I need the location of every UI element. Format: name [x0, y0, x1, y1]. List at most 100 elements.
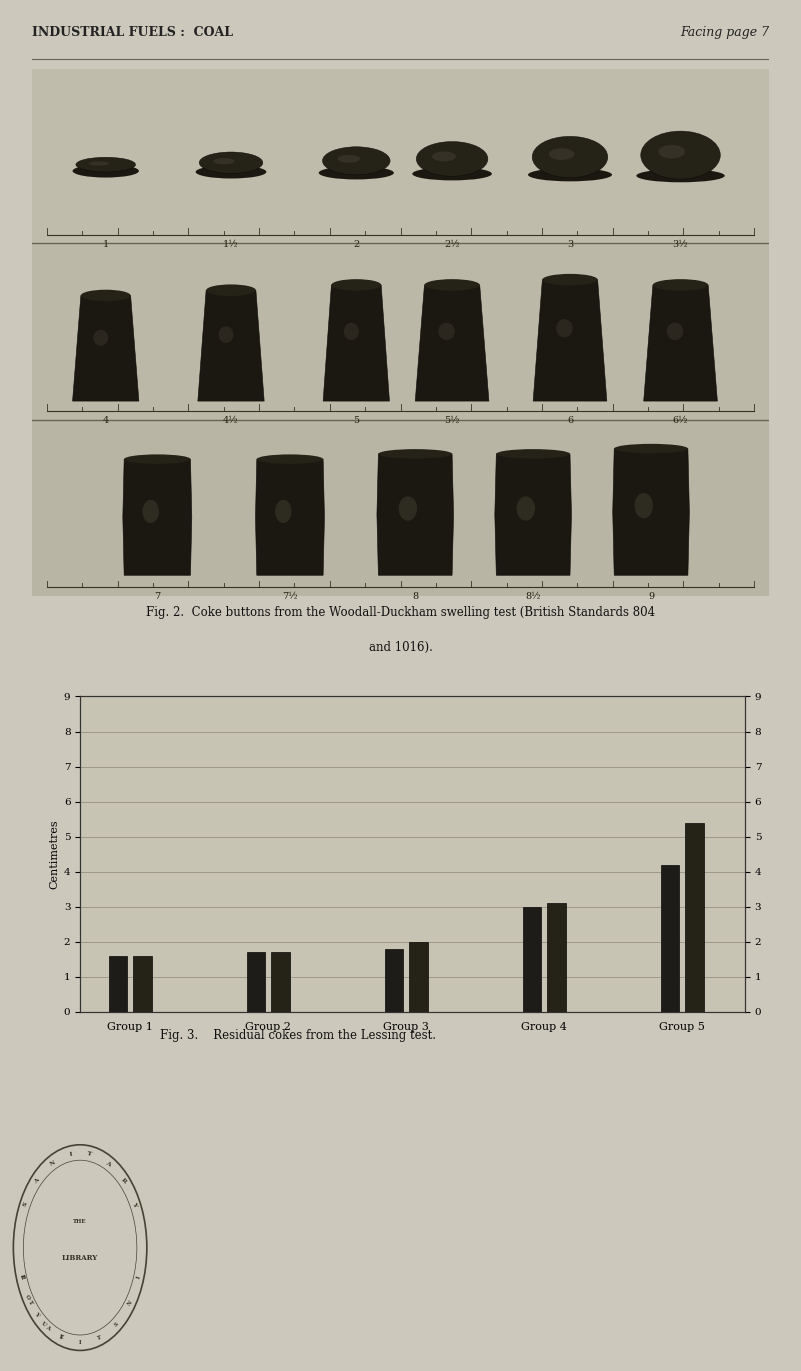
Ellipse shape: [636, 169, 725, 182]
Text: S: S: [22, 1201, 29, 1208]
Ellipse shape: [517, 496, 535, 521]
Text: 4: 4: [103, 415, 109, 425]
Text: 2½: 2½: [445, 240, 460, 250]
Ellipse shape: [433, 151, 456, 162]
Text: 6½: 6½: [673, 415, 688, 425]
Ellipse shape: [76, 158, 135, 171]
Text: 3: 3: [567, 240, 574, 250]
Ellipse shape: [614, 444, 688, 454]
Bar: [409, 942, 428, 1012]
Text: Y: Y: [34, 1311, 40, 1318]
Text: THE: THE: [74, 1219, 87, 1224]
Text: A: A: [33, 1178, 40, 1185]
Ellipse shape: [532, 136, 608, 178]
Text: 7: 7: [154, 592, 160, 600]
Ellipse shape: [332, 280, 381, 291]
Ellipse shape: [206, 284, 256, 296]
Polygon shape: [644, 285, 718, 402]
Ellipse shape: [549, 148, 574, 160]
Text: R: R: [120, 1178, 127, 1185]
Text: 5½: 5½: [445, 415, 460, 425]
Ellipse shape: [399, 496, 417, 521]
Polygon shape: [323, 285, 389, 402]
Ellipse shape: [199, 152, 263, 173]
Text: Fig. 2.  Coke buttons from the Woodall-Duckham swelling test (British Standards : Fig. 2. Coke buttons from the Woodall-Du…: [146, 606, 655, 620]
Text: 1½: 1½: [223, 240, 239, 250]
Bar: [247, 953, 265, 1012]
Ellipse shape: [143, 500, 159, 522]
Text: 3½: 3½: [673, 240, 688, 250]
Bar: [685, 823, 704, 1012]
Ellipse shape: [413, 167, 492, 181]
FancyBboxPatch shape: [32, 69, 769, 243]
Ellipse shape: [73, 165, 139, 178]
Text: L: L: [58, 1334, 64, 1341]
Ellipse shape: [528, 169, 612, 181]
Text: T: T: [27, 1300, 34, 1307]
Ellipse shape: [438, 322, 455, 340]
Ellipse shape: [219, 326, 234, 343]
Text: and 1016).: and 1016).: [368, 640, 433, 654]
Text: R: R: [18, 1274, 25, 1279]
Text: N: N: [127, 1300, 133, 1307]
Bar: [522, 906, 541, 1012]
Y-axis label: Centimetres: Centimetres: [50, 820, 59, 888]
Ellipse shape: [323, 147, 390, 175]
Text: 5: 5: [353, 415, 360, 425]
Ellipse shape: [556, 319, 573, 337]
Ellipse shape: [497, 450, 570, 459]
Text: Y: Y: [131, 1201, 138, 1208]
Bar: [547, 903, 566, 1012]
Polygon shape: [73, 296, 139, 402]
Ellipse shape: [425, 280, 480, 291]
Polygon shape: [256, 459, 324, 576]
Polygon shape: [123, 459, 191, 576]
Ellipse shape: [337, 155, 360, 163]
Ellipse shape: [257, 454, 323, 463]
Ellipse shape: [653, 280, 708, 291]
Ellipse shape: [319, 166, 394, 180]
Ellipse shape: [658, 145, 685, 159]
Text: 8: 8: [413, 592, 418, 600]
Text: I: I: [135, 1275, 141, 1279]
Ellipse shape: [641, 132, 720, 180]
Ellipse shape: [195, 166, 267, 178]
Text: INDUSTRIAL FUELS :  COAL: INDUSTRIAL FUELS : COAL: [32, 26, 233, 40]
Bar: [133, 956, 152, 1012]
Ellipse shape: [542, 274, 598, 285]
Text: 1: 1: [103, 240, 109, 250]
Text: E: E: [18, 1274, 25, 1279]
Polygon shape: [495, 454, 571, 576]
Ellipse shape: [213, 158, 235, 165]
Polygon shape: [198, 291, 264, 402]
Ellipse shape: [417, 141, 488, 177]
Text: I: I: [78, 1339, 82, 1345]
Text: S: S: [113, 1320, 119, 1327]
Text: U: U: [41, 1320, 47, 1327]
Text: O: O: [24, 1294, 31, 1301]
Text: 2: 2: [353, 240, 360, 250]
Bar: [661, 865, 679, 1012]
Text: 6: 6: [567, 415, 573, 425]
Ellipse shape: [81, 289, 131, 302]
Ellipse shape: [275, 500, 292, 522]
Bar: [384, 949, 404, 1012]
Text: 9: 9: [648, 592, 654, 600]
FancyBboxPatch shape: [32, 243, 769, 420]
Text: Fig. 3.    Residual cokes from the Lessing test.: Fig. 3. Residual cokes from the Lessing …: [160, 1030, 437, 1042]
Ellipse shape: [344, 322, 359, 340]
Polygon shape: [533, 280, 607, 402]
Text: T: T: [87, 1152, 92, 1157]
Polygon shape: [377, 454, 453, 576]
FancyBboxPatch shape: [32, 420, 769, 596]
Ellipse shape: [124, 454, 191, 463]
Text: I: I: [69, 1152, 72, 1157]
Text: T: T: [96, 1334, 102, 1341]
Ellipse shape: [378, 450, 452, 459]
Text: 7½: 7½: [282, 592, 298, 600]
Polygon shape: [415, 285, 489, 402]
Text: 4½: 4½: [223, 415, 239, 425]
Text: A: A: [45, 1324, 51, 1331]
Bar: [109, 956, 127, 1012]
Text: LIBRARY: LIBRARY: [62, 1254, 99, 1261]
